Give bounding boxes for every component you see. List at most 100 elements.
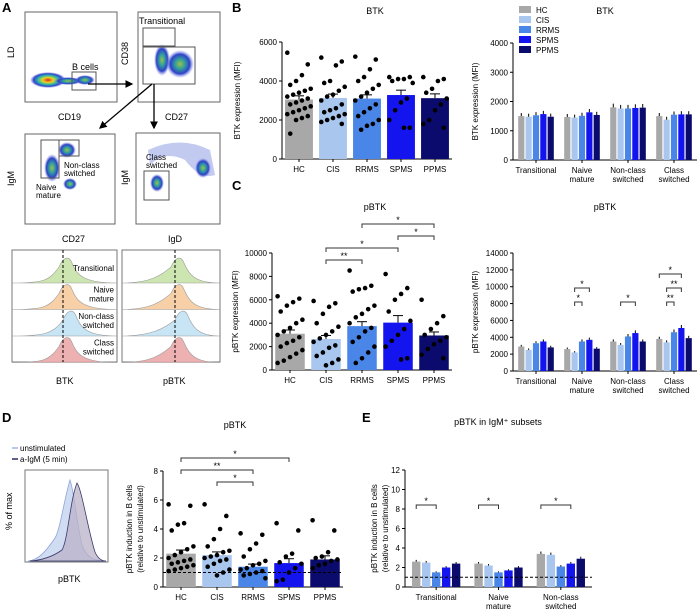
bar-hc (564, 349, 571, 371)
bar-rrms (353, 98, 381, 159)
data-point (320, 311, 326, 317)
significance-bracket (180, 457, 290, 462)
x-tick-label: Non-class (610, 377, 646, 386)
bar-hc (518, 116, 525, 160)
data-point (426, 117, 432, 123)
data-point (302, 88, 308, 94)
gate-label-b-cells: B cells (72, 62, 99, 72)
y-axis-label: (relative to unstimulated) (381, 484, 390, 572)
data-point (444, 96, 450, 101)
significance-label: ** (213, 461, 221, 471)
data-point (278, 309, 284, 314)
bar-hc (536, 553, 546, 587)
y-axis-label: % of max (4, 492, 14, 530)
y-tick-label: 4000 (249, 319, 267, 328)
x-axis-label-btk: BTK (56, 376, 74, 386)
significance-label: * (233, 473, 237, 483)
significance-label: * (580, 279, 584, 289)
flow-plot-ld-cd19: B cells LD CD19 (6, 11, 118, 122)
gate-label-non-class-line2: switched (64, 169, 95, 178)
data-point (327, 78, 333, 84)
y-tick-label: 8 (396, 505, 401, 514)
data-point (420, 121, 426, 127)
data-point (372, 303, 377, 308)
x-tick-label: CIS (319, 376, 332, 385)
bar-cis (484, 565, 493, 587)
bar-spms (566, 563, 575, 587)
data-point (353, 315, 359, 320)
data-point (359, 311, 365, 317)
x-axis-label: CD19 (58, 112, 81, 122)
y-tick-label: 2 (396, 564, 401, 573)
x-tick-label: PPMS (423, 376, 446, 385)
data-point (316, 562, 322, 568)
legend-swatch-cis (519, 16, 531, 23)
gate-label-non-class-line1: Non-class (64, 161, 100, 170)
data-point (166, 502, 171, 507)
bar-ppms (685, 114, 692, 160)
gating-arrow (99, 83, 153, 129)
data-point (342, 111, 348, 117)
data-point (441, 76, 447, 82)
data-point (241, 554, 247, 559)
data-point (202, 502, 207, 507)
significance-bracket (180, 469, 254, 474)
data-point (395, 332, 401, 338)
histogram-row-label: Naive (94, 286, 115, 295)
data-point (277, 560, 283, 565)
data-point (211, 536, 217, 542)
data-point (305, 62, 311, 67)
chart-title: BTK (366, 6, 384, 16)
x-tick-label: SPMS (390, 165, 413, 174)
y-tick-label: 4000 (490, 333, 508, 342)
data-point (284, 50, 290, 56)
data-point (367, 67, 373, 72)
gate-label-naive-mature-line1: Naive (36, 183, 57, 192)
data-point (300, 317, 305, 322)
histogram-stack-pbtk (121, 249, 221, 363)
data-point (287, 325, 293, 331)
data-point (339, 59, 345, 64)
x-tick-label: Class (664, 377, 684, 386)
data-point (392, 297, 398, 303)
significance-label: * (487, 496, 491, 506)
data-point (361, 74, 367, 80)
data-point (187, 557, 193, 562)
legend-label-hc: HC (536, 6, 548, 15)
histogram-curve (121, 310, 221, 337)
significance-label: * (424, 496, 428, 506)
chart-title: pBTK (364, 202, 387, 212)
y-tick-label: 0 (154, 583, 159, 592)
data-point (172, 567, 178, 572)
data-point (253, 570, 259, 575)
bar-spms (274, 563, 304, 587)
legend-label-spms: SPMS (536, 36, 559, 45)
bar-rrms (532, 115, 540, 160)
data-point (440, 356, 446, 361)
bar-rrms (532, 343, 540, 371)
data-point (263, 576, 268, 581)
data-point (181, 520, 187, 526)
data-point (353, 360, 359, 366)
data-point (326, 304, 332, 310)
bar-ppms (593, 348, 600, 371)
bar-spms (540, 114, 547, 160)
data-point (296, 334, 302, 340)
data-point (356, 286, 362, 292)
bar-cis (422, 562, 431, 587)
data-point (329, 329, 335, 334)
data-point (419, 297, 424, 303)
significance-bracket (325, 247, 399, 252)
data-point (332, 343, 338, 348)
data-point (299, 561, 304, 567)
bar-hc (474, 563, 483, 587)
significance-label: ** (670, 279, 678, 289)
x-tick-label: RRMS (350, 376, 374, 385)
x-tick-label: HC (293, 165, 305, 174)
data-point (202, 555, 207, 561)
histogram-curve (11, 257, 118, 284)
x-tick-label: switched (658, 175, 689, 184)
significance-label: * (626, 293, 630, 303)
data-point (223, 557, 229, 562)
data-point (274, 520, 279, 526)
